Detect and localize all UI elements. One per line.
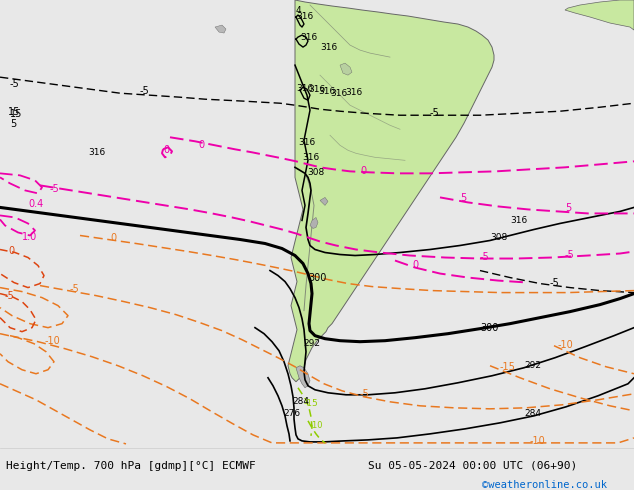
Text: Height/Temp. 700 hPa [gdmp][°C] ECMWF: Height/Temp. 700 hPa [gdmp][°C] ECMWF [6,461,256,471]
Text: -5: -5 [430,108,440,118]
Polygon shape [296,366,310,388]
Text: 316: 316 [318,87,335,96]
Text: -15: -15 [304,399,319,408]
Text: 316: 316 [308,85,325,94]
Polygon shape [320,197,328,205]
Text: 15: 15 [10,109,22,119]
Text: -5: -5 [70,284,80,294]
Text: 4: 4 [295,6,301,15]
Text: 1.0: 1.0 [22,232,37,243]
Text: 316: 316 [296,84,313,93]
Text: 5: 5 [460,194,466,203]
Text: 300: 300 [480,323,498,333]
Text: -10: -10 [530,436,546,446]
Text: ©weatheronline.co.uk: ©weatheronline.co.uk [482,480,607,490]
Text: 0: 0 [412,260,418,270]
Text: -5: -5 [480,251,489,262]
Text: -5: -5 [565,249,575,260]
Polygon shape [340,63,352,75]
Text: -5: -5 [550,277,560,288]
Text: 300: 300 [308,272,327,283]
Text: 316: 316 [302,153,320,162]
Text: 292: 292 [524,361,541,370]
Polygon shape [288,0,494,382]
Text: 5: 5 [565,203,571,214]
Text: 284: 284 [292,397,309,406]
Text: -5: -5 [140,86,150,96]
Text: 316: 316 [300,33,317,42]
Text: 308: 308 [307,169,324,177]
Text: 316: 316 [320,43,337,52]
Polygon shape [215,25,226,33]
Text: 5: 5 [10,119,16,129]
Text: 0: 0 [360,166,366,176]
Text: 0: 0 [163,146,169,155]
Text: 316: 316 [298,138,315,147]
Text: 292: 292 [303,339,320,348]
Text: 316: 316 [510,217,527,225]
Text: 276: 276 [283,409,300,418]
Polygon shape [310,218,318,228]
Text: 0: 0 [110,234,116,244]
Text: -5: -5 [50,184,60,195]
Text: Su 05-05-2024 00:00 UTC (06+90): Su 05-05-2024 00:00 UTC (06+90) [368,461,577,471]
Text: -10: -10 [45,336,61,345]
Polygon shape [565,0,634,30]
Text: 316: 316 [345,88,362,97]
Text: 0: 0 [8,245,14,255]
Text: 15: 15 [8,107,20,117]
Text: -5: -5 [10,79,20,89]
Text: 308: 308 [490,234,507,243]
Text: 316: 316 [296,12,313,21]
Text: 284: 284 [524,409,541,418]
Text: 316: 316 [88,148,105,157]
Text: 316: 316 [330,89,347,98]
Text: -5: -5 [360,389,370,399]
Text: -10: -10 [558,340,574,350]
Text: -10: -10 [310,421,323,430]
Text: -5: -5 [5,291,15,300]
Text: -15: -15 [500,362,516,372]
Text: 0.4: 0.4 [28,199,43,209]
Text: 0: 0 [198,140,204,150]
